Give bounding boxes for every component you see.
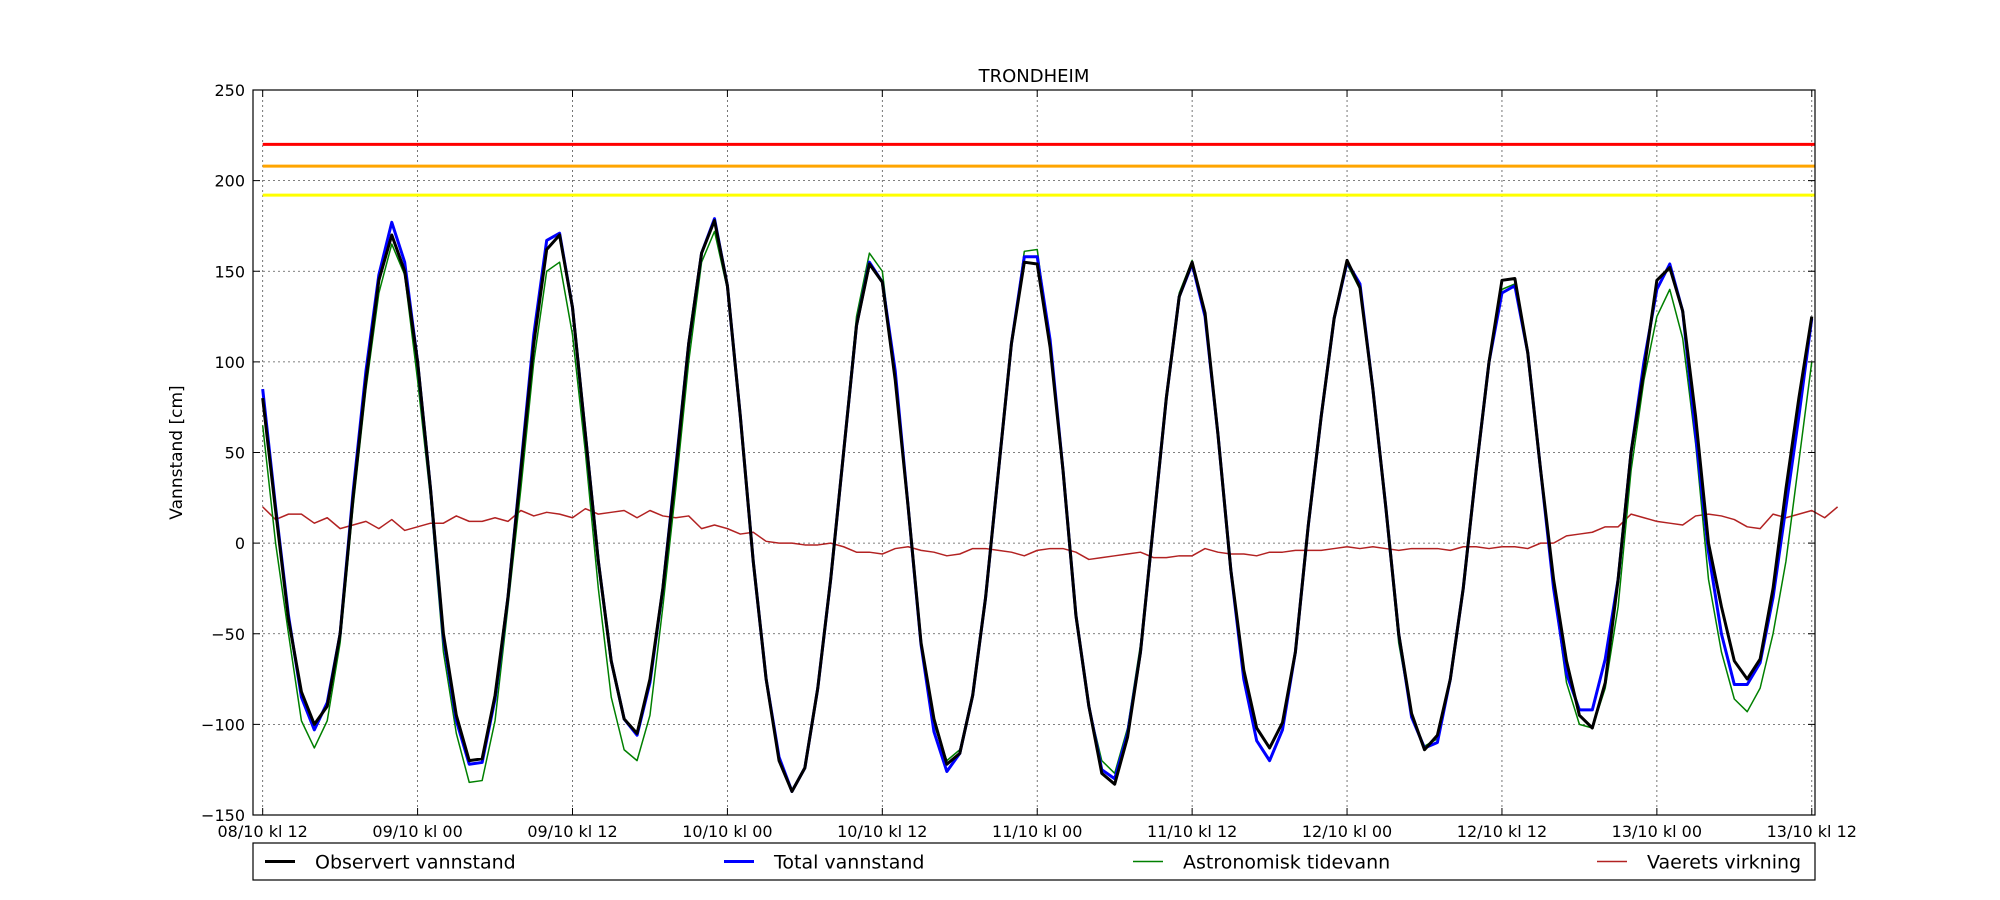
y-tick-label: −50 [211,625,245,644]
x-tick-label: 08/10 kl 12 [218,822,308,841]
legend-label: Astronomisk tidevann [1183,852,1390,874]
y-axis-label: Vannstand [cm] [167,385,187,519]
x-tick-label: 09/10 kl 12 [527,822,617,841]
x-tick-label: 13/10 kl 00 [1612,822,1702,841]
x-tick-label: 11/10 kl 12 [1147,822,1237,841]
legend-label: Total vannstand [773,852,924,874]
legend-label: Observert vannstand [315,852,516,874]
y-tick-label: −150 [201,806,245,825]
y-tick-label: −100 [201,715,245,734]
y-tick-label: 0 [235,534,245,553]
series-line [261,219,1814,793]
x-tick-label: 12/10 kl 00 [1302,822,1392,841]
y-tick-label: 200 [214,172,245,191]
y-axis-ticks: −150 −100 −50 0 50 100 150 200 250 [201,81,1815,825]
legend: Observert vannstand Total vannstand Astron… [252,842,1816,881]
y-tick-label: 150 [214,262,245,281]
chart-title: TRONDHEIM [978,66,1090,87]
y-tick-label: 50 [225,444,245,463]
x-tick-label: 10/10 kl 00 [682,822,772,841]
x-tick-label: 13/10 kl 12 [1767,822,1857,841]
legend-label: Vaerets virkning [1647,852,1801,874]
x-tick-label: 12/10 kl 12 [1457,822,1547,841]
grid-lines [253,89,1815,816]
reference-lines [262,142,1815,197]
x-tick-label: 09/10 kl 00 [372,822,462,841]
y-tick-label: 250 [214,81,245,100]
series-line [262,506,1839,561]
legend-frame [252,842,1816,881]
y-tick-label: 100 [214,353,245,372]
x-axis-ticks: 08/10 kl 12 09/10 kl 00 09/10 kl 12 10/10 k… [218,90,1857,841]
series-lines [261,217,1839,793]
x-tick-label: 11/10 kl 00 [992,822,1082,841]
x-tick-label: 10/10 kl 12 [837,822,927,841]
